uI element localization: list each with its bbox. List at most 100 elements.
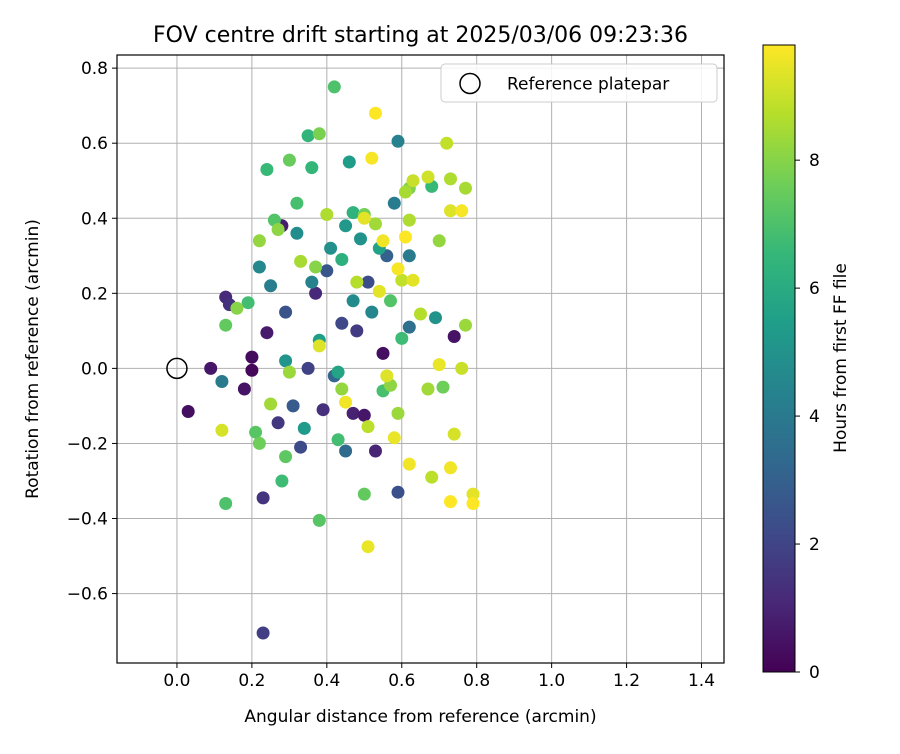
data-point (361, 540, 375, 554)
data-point (391, 406, 405, 420)
data-point (230, 301, 244, 315)
y-axis-label: Rotation from reference (arcmin) (23, 219, 43, 499)
data-point (402, 213, 416, 227)
data-point (447, 427, 461, 441)
data-point (335, 382, 349, 396)
data-point (421, 382, 435, 396)
data-point (455, 361, 469, 375)
x-axis-label: Angular distance from reference (arcmin) (244, 707, 596, 727)
data-point (279, 305, 293, 319)
data-point (305, 161, 319, 175)
data-point (286, 399, 300, 413)
reference-platepar-marker (166, 357, 188, 380)
data-point (331, 433, 345, 447)
data-point (376, 234, 390, 248)
data-point (252, 260, 266, 274)
data-point (252, 234, 266, 248)
data-point (395, 331, 409, 345)
data-point (432, 234, 446, 248)
data-point (384, 294, 397, 308)
y-tick-label: 0.2 (81, 284, 108, 304)
data-point (316, 403, 330, 417)
data-point (204, 361, 218, 375)
data-point (252, 436, 266, 450)
data-point (387, 196, 401, 210)
data-point (320, 208, 334, 221)
data-point (219, 318, 233, 332)
data-point (444, 461, 457, 475)
data-point (279, 450, 293, 464)
colorbar-gradient (762, 44, 796, 673)
data-point (395, 273, 409, 287)
data-point (455, 204, 469, 218)
data-point (279, 354, 293, 368)
data-point (327, 80, 341, 94)
data-point (399, 230, 412, 244)
data-point (237, 382, 251, 396)
data-point (391, 262, 405, 276)
colorbar-tick-label: 2 (809, 535, 820, 555)
data-point (440, 136, 454, 150)
data-point (346, 294, 360, 308)
data-point (282, 365, 296, 379)
data-point (294, 254, 308, 268)
data-point (312, 339, 326, 353)
data-point (260, 163, 274, 176)
data-point (414, 307, 427, 321)
x-tick-label: 1.0 (538, 671, 565, 691)
x-tick-label: 1.2 (613, 671, 640, 691)
data-point (369, 217, 382, 231)
x-tick-label: 0.8 (463, 671, 490, 691)
data-point (245, 350, 259, 364)
data-point (339, 395, 353, 409)
data-point (387, 431, 401, 445)
data-point (342, 155, 356, 169)
data-point (301, 361, 315, 375)
data-point (324, 241, 338, 255)
data-point (380, 369, 394, 383)
data-point (301, 129, 315, 143)
data-point (335, 253, 349, 266)
data-point (402, 249, 416, 263)
data-point (271, 416, 285, 430)
data-point (309, 286, 323, 300)
data-point (406, 273, 420, 287)
data-point (361, 275, 375, 289)
legend-label-reference: Reference platepar (507, 75, 669, 95)
data-point (350, 324, 364, 338)
y-tick-label: 0.8 (81, 59, 108, 79)
data-point (391, 134, 405, 148)
data-point (361, 420, 375, 434)
data-point (215, 423, 229, 437)
data-point (466, 487, 480, 501)
data-points (166, 80, 480, 640)
data-point (354, 232, 367, 246)
data-point (436, 380, 450, 394)
data-point (357, 211, 371, 225)
data-point (339, 219, 353, 233)
data-point (402, 457, 416, 471)
legend: Reference platepar (440, 63, 718, 103)
plot-frame (116, 54, 725, 664)
colorbar-ticks: 0 2 4 6 8 (795, 151, 820, 683)
y-tick-label: −0.6 (67, 585, 108, 605)
data-point (459, 318, 472, 332)
data-point (459, 181, 472, 195)
data-point (320, 264, 334, 278)
data-point (256, 626, 270, 640)
data-point (350, 275, 364, 289)
data-point (357, 408, 371, 422)
data-point (309, 260, 323, 274)
y-tick-label: 0.0 (81, 359, 108, 379)
data-point (399, 185, 412, 199)
data-point (256, 491, 270, 505)
data-point (282, 153, 296, 167)
data-point (406, 174, 420, 188)
data-point (290, 196, 304, 210)
y-axis: −0.6 −0.4 −0.2 0.0 0.2 0.4 0.6 0.8 (67, 59, 117, 605)
colorbar: 0 2 4 6 8 Hours from first FF file (762, 44, 851, 683)
data-point (376, 346, 390, 360)
data-point (444, 172, 457, 186)
colorbar-label: Hours from first FF file (831, 263, 851, 453)
